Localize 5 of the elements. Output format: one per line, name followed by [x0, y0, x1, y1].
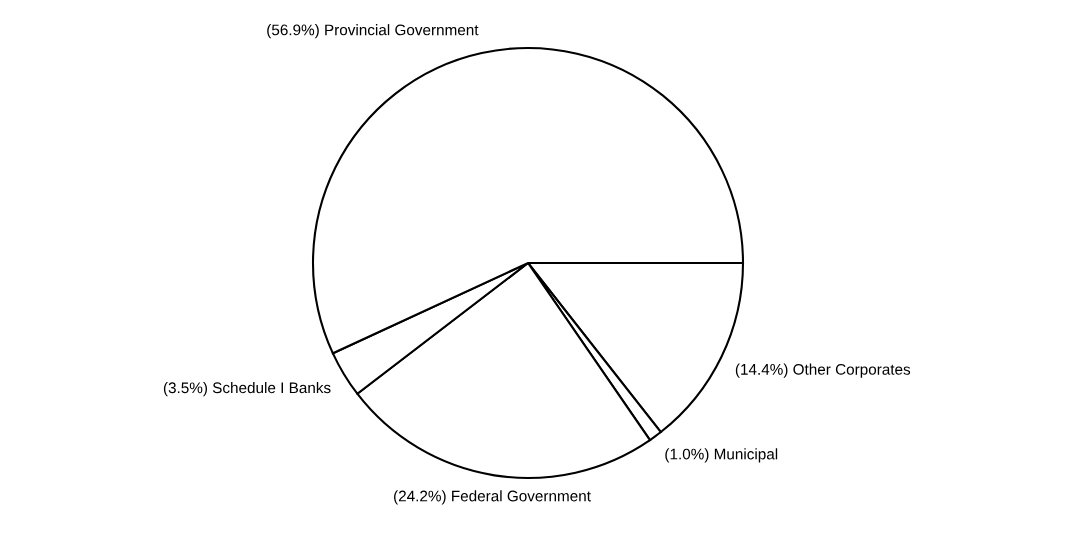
- slice-label: (14.4%) Other Corporates: [735, 363, 911, 378]
- slice-label: (1.0%) Municipal: [665, 448, 778, 463]
- slice-label: (24.2%) Federal Government: [394, 490, 591, 505]
- slice-label: (3.5%) Schedule I Banks: [163, 381, 331, 397]
- slice-label: (56.9%) Provincial Government: [267, 24, 479, 39]
